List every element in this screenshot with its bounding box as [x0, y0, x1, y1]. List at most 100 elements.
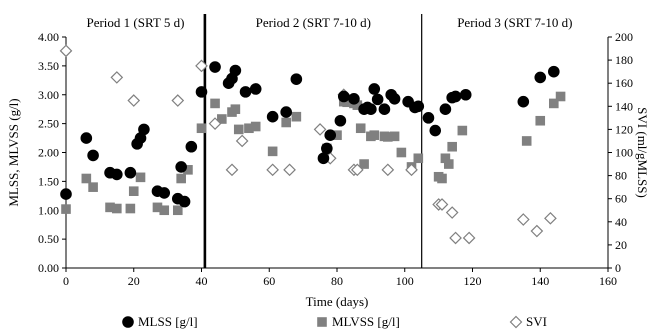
mlss-point	[548, 65, 560, 78]
mlvss-point	[217, 114, 227, 124]
legend-svi-marker	[509, 315, 523, 329]
svi-point	[266, 163, 279, 177]
mlvss-point	[81, 173, 92, 184]
svi-point	[381, 163, 395, 177]
y-right-tick-label: 160	[615, 76, 633, 90]
svi-point	[405, 163, 418, 177]
mlvss-point	[244, 123, 254, 134]
mlss-point	[459, 88, 472, 101]
svi-point	[530, 224, 544, 238]
mlss-point	[534, 71, 547, 84]
mlss-point	[185, 140, 198, 153]
period-label-2: Period 2 (SRT 7-10 d)	[256, 15, 371, 30]
y-right-tick-label: 100	[615, 146, 633, 160]
y-right-tick-label: 180	[615, 53, 633, 67]
svi-point	[544, 211, 557, 225]
mlvss-point	[535, 115, 546, 126]
mlss-point	[175, 161, 187, 173]
mlvss-point	[359, 159, 369, 169]
mlvss-point	[135, 172, 146, 183]
mlvss-point	[291, 111, 302, 122]
legend-mlvss-marker	[317, 317, 327, 327]
svi-point	[350, 163, 364, 177]
mlvss-point	[105, 202, 115, 213]
y-right-tick-label: 140	[615, 99, 633, 113]
x-tick-label: 60	[263, 274, 275, 288]
svi-point	[235, 134, 249, 148]
x-tick-label: 80	[331, 274, 343, 288]
mlss-point	[195, 86, 208, 98]
mlss-point	[412, 100, 425, 113]
svi-point	[449, 231, 462, 245]
x-tick-label: 140	[531, 274, 549, 288]
y-right-tick-label: 80	[615, 169, 627, 183]
mlss-point	[337, 90, 350, 103]
mlvss-point	[267, 146, 278, 157]
y-left-tick-label: 1.00	[38, 203, 59, 217]
period-label-1: Period 1 (SRT 5 d)	[86, 15, 184, 30]
mlvss-point	[342, 97, 352, 108]
mlvss-point	[159, 205, 170, 216]
mlss-point	[249, 83, 262, 95]
mlss-point	[229, 64, 242, 77]
mlvss-point	[389, 131, 400, 142]
y-right-tick-label: 20	[615, 238, 627, 252]
series-svi	[59, 44, 557, 245]
y-left-tick-label: 2.50	[38, 117, 59, 131]
y-right-tick-label: 60	[615, 192, 627, 206]
mlvss-point	[176, 173, 186, 184]
mlss-point	[388, 92, 401, 105]
mlss-point	[429, 124, 442, 137]
svi-point	[195, 59, 208, 73]
series-mlss-g-l	[60, 61, 560, 208]
mlvss-point	[383, 132, 393, 142]
mlss-point	[80, 132, 93, 144]
mlss-point	[290, 73, 303, 85]
mlvss-point	[332, 130, 342, 140]
data-marks	[59, 44, 566, 245]
mlss-point	[365, 103, 377, 115]
mlss-point	[158, 187, 171, 199]
legend: MLSS [g/l] MLVSS [g/l] SVI	[122, 314, 547, 329]
mlvss-point	[549, 98, 559, 109]
mlvss-point	[281, 117, 291, 128]
mlss-point	[517, 95, 530, 108]
mlss-point	[334, 114, 347, 127]
mlss-point	[239, 86, 252, 98]
y-axis-right-title: SVI (ml/gMLSS)	[635, 107, 650, 198]
mlvss-point	[88, 182, 98, 192]
svi-point	[283, 163, 296, 177]
x-tick-label: 20	[128, 274, 140, 288]
mlvss-point	[457, 125, 468, 136]
legend-label: MLVSS [g/l]	[332, 314, 400, 329]
y-axis-left-title: MLSS, MLVSS (g/l)	[6, 98, 21, 206]
svi-point	[462, 231, 476, 245]
mlvss-point	[355, 123, 366, 134]
mlvss-point	[396, 147, 407, 158]
mlvss-point	[128, 186, 139, 196]
period-label-3: Period 3 (SRT 7-10 d)	[457, 15, 572, 30]
mlss-point	[378, 103, 391, 115]
mlvss-point	[210, 98, 220, 109]
svi-point	[445, 206, 459, 219]
mlss-point	[209, 61, 221, 73]
svi-point	[127, 94, 141, 107]
svi-point	[435, 198, 449, 211]
mlss-point	[138, 123, 150, 136]
mlvss-point	[233, 124, 244, 135]
mlvss-point	[172, 205, 183, 216]
mlvss-point	[112, 203, 122, 214]
tick-labels: 0 20 40 60 80 100 120 140 160 0.00 0.50 1.00 1.50 2.0…	[38, 30, 633, 288]
mlss-point	[124, 166, 137, 179]
x-tick-label: 100	[396, 274, 414, 288]
mlss-point	[439, 103, 452, 115]
mlvss-point	[440, 153, 451, 164]
y-left-tick-label: 0.50	[38, 232, 59, 246]
mlvss-point	[443, 159, 454, 169]
mlss-point	[348, 92, 360, 105]
mlss-point	[368, 83, 381, 95]
mlvss-point	[555, 91, 566, 102]
mlvss-point	[352, 100, 363, 110]
mlvss-point	[196, 123, 207, 134]
